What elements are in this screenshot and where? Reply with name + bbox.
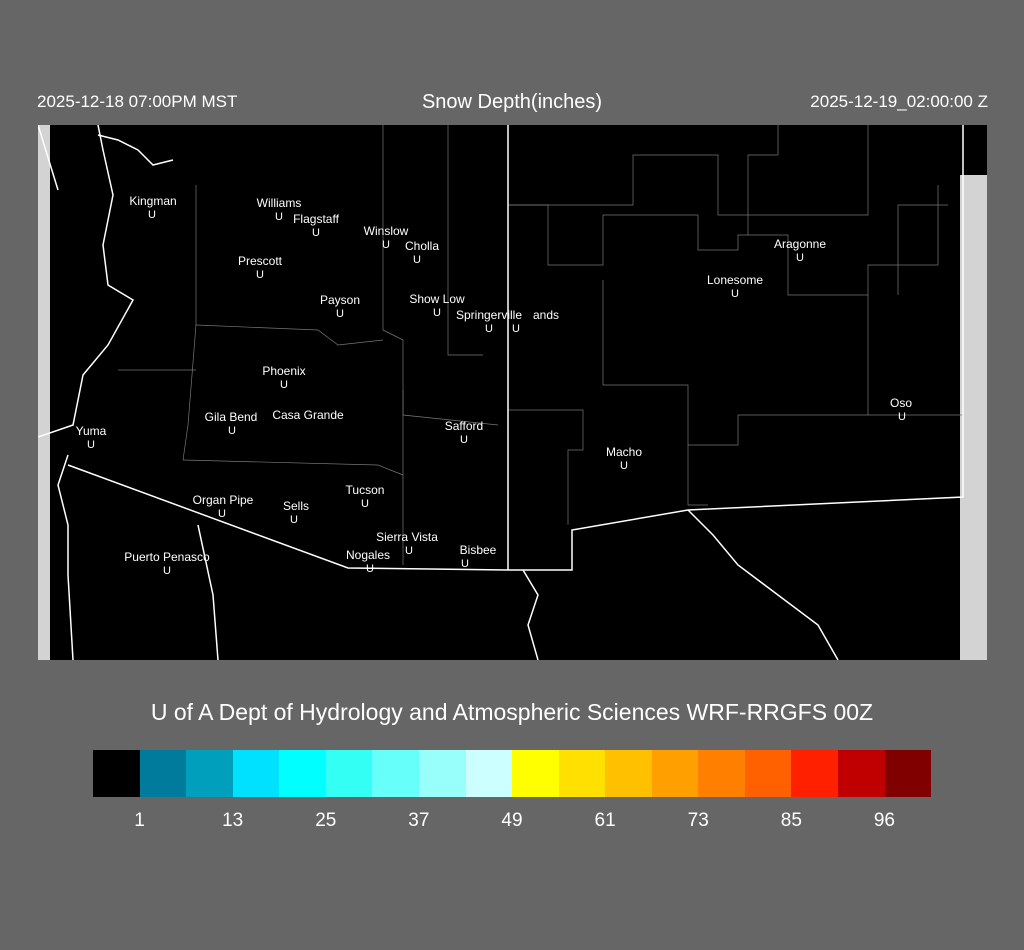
colorbar-swatch: [279, 750, 326, 797]
colorbar-swatch: [884, 750, 932, 797]
colorbar-tick-label: 37: [408, 810, 430, 831]
snow-depth-map: Kingman U Williams U Flagstaff U Winslow U Choll…: [38, 125, 987, 660]
city-label: Flagstaff: [293, 212, 339, 226]
city-marker: U: [366, 563, 374, 575]
city-marker: U: [405, 545, 413, 557]
city-marker: U: [433, 307, 441, 319]
city-marker: U: [87, 439, 95, 451]
county-lines: [118, 125, 963, 565]
city-label: Show Low: [409, 292, 465, 306]
local-time: 2025-12-18 07:00PM MST: [37, 92, 238, 111]
city-marker: U: [275, 211, 283, 223]
colorbar-swatch: [232, 750, 280, 797]
city-label: Nogales: [345, 548, 391, 562]
city-label: Organ Pipe: [192, 493, 254, 507]
city-label: Aragonne: [773, 237, 827, 251]
colorbar-tick-label: 73: [687, 810, 709, 831]
colorbar-tick-label: 96: [873, 810, 896, 831]
colorbar-swatch: [698, 750, 745, 797]
city-label: Sells: [282, 499, 310, 513]
colorbar-swatch: [651, 750, 699, 797]
city-marker: U: [290, 514, 298, 526]
colorbar-tick-label: 61: [594, 810, 616, 831]
valid-time: 2025-12-19_02:00:00 Z: [810, 92, 988, 111]
city-label: Kingman: [129, 194, 177, 208]
colorbar-swatch: [791, 750, 838, 797]
city-marker: U: [485, 323, 493, 335]
city-label: Gila Bend: [204, 410, 258, 424]
colorbar-tick-label: 13: [222, 810, 244, 831]
city-marker: U: [796, 252, 804, 264]
left-edge-strip: [38, 125, 50, 660]
city-marker: U: [163, 565, 171, 577]
colorbar-swatch: [558, 750, 606, 797]
right-edge-strip: [960, 175, 987, 660]
colorbar-tick-label: 25: [315, 810, 337, 831]
city-label: Phoenix: [262, 364, 306, 378]
colorbar-swatch: [838, 750, 885, 797]
city-marker: U: [148, 209, 156, 221]
colorbar-swatch: [372, 750, 419, 797]
city-marker: U: [512, 323, 520, 335]
city-label: Prescott: [237, 254, 283, 268]
city-marker: U: [382, 239, 390, 251]
city-marker: U: [336, 308, 344, 320]
colorbar-swatch: [139, 750, 187, 797]
city-marker: U: [620, 460, 628, 472]
city-label: Tucson: [345, 483, 385, 497]
state-borders: [38, 125, 964, 660]
colorbar-swatch: [744, 750, 792, 797]
colorbar-tick-label: 1: [134, 810, 145, 831]
city-label: Lonesome: [706, 273, 764, 287]
map-borders: [38, 125, 987, 660]
colorbar-swatch: [465, 750, 513, 797]
city-marker: U: [218, 508, 226, 520]
colorbar: [93, 750, 932, 797]
city-marker: U: [898, 411, 906, 423]
city-label: Safford: [444, 419, 484, 433]
city-label: Yuma: [75, 424, 107, 438]
city-marker: U: [361, 498, 369, 510]
city-marker: U: [312, 227, 320, 239]
city-marker: U: [460, 434, 468, 446]
city-label: Payson: [319, 293, 361, 307]
city-label: Sierra Vista: [376, 530, 438, 544]
colorbar-swatch: [605, 750, 652, 797]
city-label: Macho: [605, 445, 643, 459]
city-marker: U: [228, 425, 236, 437]
colorbar-swatch: [186, 750, 233, 797]
city-label: Bisbee: [459, 543, 497, 557]
city-marker: U: [256, 269, 264, 281]
colorbar-tick-label: 85: [780, 810, 802, 831]
city-label: Winslow: [363, 224, 409, 238]
city-marker: U: [280, 379, 288, 391]
city-marker: U: [413, 254, 421, 266]
model-credit: U of A Dept of Hydrology and Atmospheric…: [150, 699, 874, 725]
colorbar-swatch: [93, 750, 140, 797]
colorbar-swatch: [418, 750, 466, 797]
colorbar-swatch: [325, 750, 373, 797]
city-label: Williams: [256, 196, 302, 210]
city-label: Springerville: [455, 308, 523, 322]
city-label: Oso: [889, 396, 913, 410]
city-label: Casa Grande: [272, 408, 344, 422]
city-marker: U: [731, 288, 739, 300]
city-label: Puerto Penasco: [124, 550, 210, 564]
city-marker: U: [461, 558, 469, 570]
city-label: ands: [532, 308, 560, 322]
colorbar-swatch: [512, 750, 559, 797]
city-label: Cholla: [404, 239, 440, 253]
colorbar-tick-label: 49: [501, 810, 523, 831]
